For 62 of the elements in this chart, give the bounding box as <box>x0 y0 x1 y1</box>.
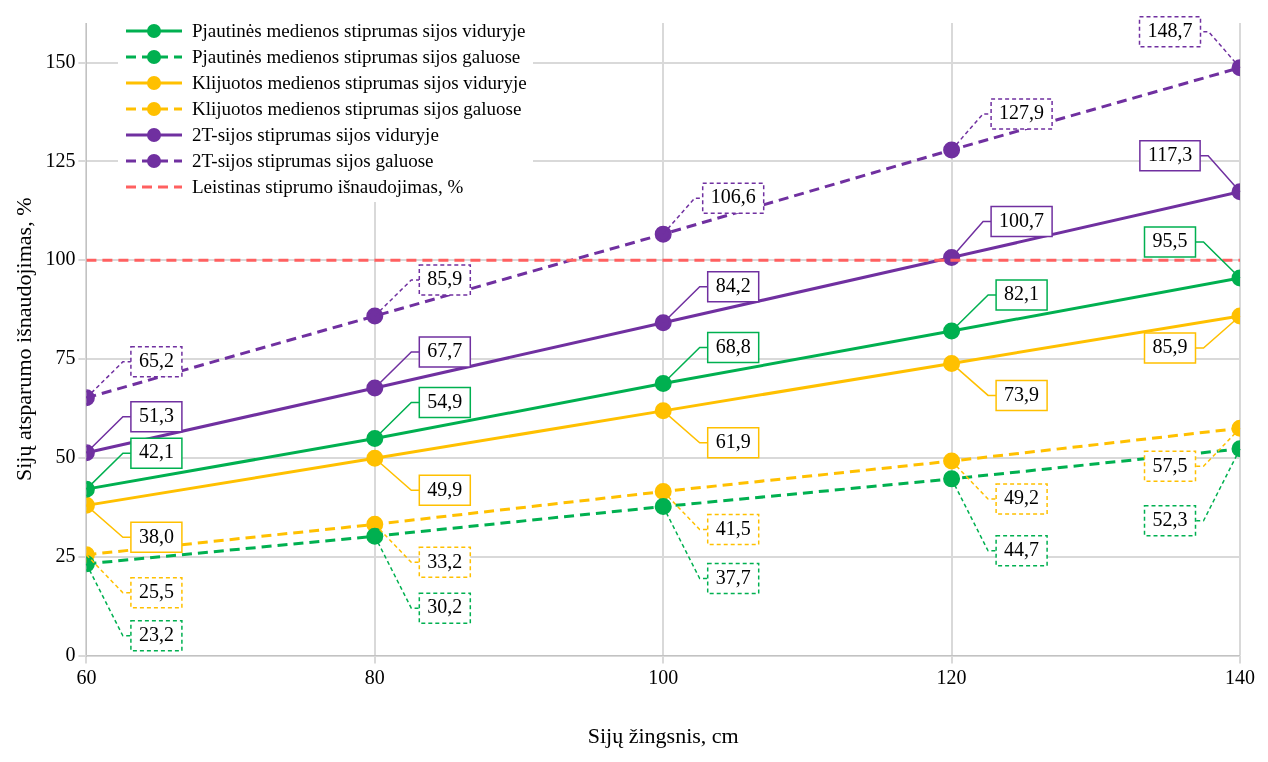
legend-label: Pjautinės medienos stiprumas sijos viduryje <box>192 20 526 42</box>
y-tick-label: 25 <box>55 544 76 567</box>
data-label: 57,5 <box>1152 453 1188 476</box>
point <box>654 225 672 243</box>
data-label: 41,5 <box>715 516 751 539</box>
y-tick-label: 50 <box>55 445 76 468</box>
x-axis-title: Sijų žingsnis, cm <box>587 722 739 748</box>
point <box>654 375 672 393</box>
y-tick-label: 75 <box>55 346 76 369</box>
data-label: 38,0 <box>138 524 174 547</box>
point <box>654 483 672 501</box>
data-label: 65,2 <box>138 349 174 372</box>
data-label: 82,1 <box>1004 282 1040 305</box>
data-label: 117,3 <box>1147 143 1193 166</box>
data-label: 67,7 <box>427 339 463 362</box>
data-label: 54,9 <box>427 389 463 412</box>
data-label: 127,9 <box>999 101 1045 124</box>
data-label: 61,9 <box>715 430 751 453</box>
data-label: 37,7 <box>715 565 751 588</box>
data-label: 42,1 <box>138 440 174 463</box>
data-label: 73,9 <box>1004 382 1040 405</box>
x-tick-label: 60 <box>76 665 97 688</box>
y-axis-title: Sijų atsparumo išnaudojimas, % <box>10 197 36 482</box>
data-label: 68,8 <box>715 334 751 357</box>
y-tick-label: 0 <box>65 642 76 665</box>
legend-label: Klijuotos medienos stiprumas sijos viduryje <box>192 72 527 94</box>
legend-label: Leistinas stiprumo išnaudojimas, % <box>192 176 464 198</box>
point <box>366 449 384 467</box>
data-label: 23,2 <box>138 623 174 646</box>
data-label: 95,5 <box>1152 229 1188 252</box>
data-label: 49,9 <box>427 477 463 500</box>
x-tick-label: 80 <box>364 665 385 688</box>
y-tick-label: 150 <box>45 49 76 72</box>
point <box>654 402 672 420</box>
x-tick-label: 140 <box>1225 665 1255 688</box>
data-label: 33,2 <box>427 549 463 572</box>
data-label: 51,3 <box>138 404 174 427</box>
data-label: 85,9 <box>427 267 463 290</box>
point <box>366 527 384 545</box>
x-tick-label: 120 <box>936 665 967 688</box>
data-label: 49,2 <box>1004 486 1040 509</box>
data-label: 84,2 <box>715 273 751 296</box>
point <box>654 314 672 332</box>
legend-label: 2T-sijos stiprumas sijos galuose <box>192 150 434 172</box>
data-label: 100,7 <box>999 208 1045 231</box>
point <box>366 430 384 448</box>
legend-label: Klijuotos medienos stiprumas sijos galuose <box>192 98 522 120</box>
data-label: 148,7 <box>1147 18 1193 41</box>
data-label: 30,2 <box>427 595 463 618</box>
legend-label: Pjautinės medienos stiprumas sijos galuose <box>192 46 521 68</box>
point <box>366 379 384 397</box>
data-label: 106,6 <box>710 185 756 208</box>
point <box>366 307 384 325</box>
data-label: 25,5 <box>138 580 174 603</box>
legend-label: 2T-sijos stiprumas sijos viduryje <box>192 124 439 146</box>
data-label: 52,3 <box>1152 508 1188 531</box>
x-tick-label: 100 <box>648 665 679 688</box>
y-tick-label: 100 <box>45 247 76 270</box>
data-label: 44,7 <box>1004 538 1040 561</box>
data-label: 85,9 <box>1152 335 1188 358</box>
y-tick-label: 125 <box>45 148 76 171</box>
point <box>654 498 672 516</box>
